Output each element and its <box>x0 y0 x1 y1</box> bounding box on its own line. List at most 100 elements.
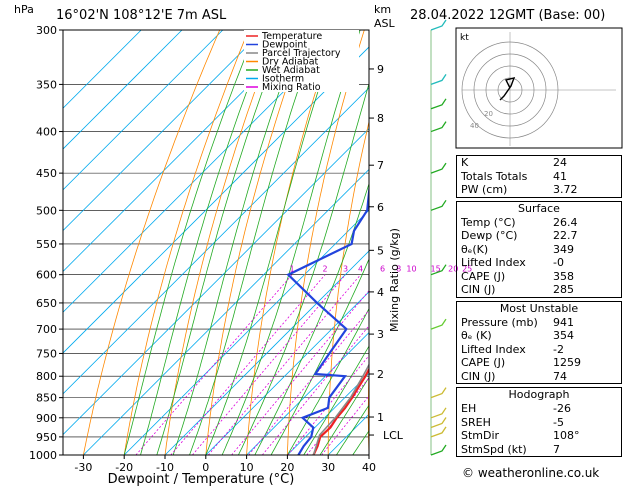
pressure-tick-label: 900 <box>36 412 57 425</box>
wind-barb <box>430 74 447 86</box>
surface-row: Temp (°C) 26.4 <box>461 215 578 229</box>
mixing-ratio-line <box>231 290 369 455</box>
wind-barb <box>430 98 447 110</box>
wet-adiabat-line <box>189 30 320 455</box>
wind-barb <box>430 407 447 419</box>
mixing-ratio-label: 2 <box>323 265 328 274</box>
wind-barb <box>430 19 447 31</box>
hpa-label: hPa <box>14 3 34 16</box>
km-label: km <box>374 3 392 16</box>
km-tick-label: 4 <box>377 286 384 299</box>
dry-adiabat-line <box>123 30 249 455</box>
wet-adiabat-line <box>156 30 286 455</box>
pressure-tick-label: 350 <box>36 78 57 91</box>
wind-barb <box>430 199 447 211</box>
isotherm-line <box>246 332 369 455</box>
mu-row: CAPE (J) 1259 <box>461 356 581 369</box>
lcl-label: LCL <box>383 429 404 442</box>
km-tick-label: 5 <box>377 244 384 257</box>
hodo-row: StmSpd (kt) 7 <box>461 442 560 456</box>
dewpoint-line <box>286 181 369 455</box>
hodo-row: SREH -5 <box>461 415 564 429</box>
legend-label: Wet Adiabat <box>262 65 320 76</box>
km-tick-label: 3 <box>377 328 384 341</box>
mixing-ratio-line <box>207 274 361 455</box>
pressure-axis: 300 350 400 450 500 550 600 650 700 750 800 850 900 9… <box>29 24 63 462</box>
pressure-tick-label: 550 <box>36 238 57 251</box>
temp-tick-label: -30 <box>74 461 92 474</box>
temp-tick-label: 30 <box>321 461 335 474</box>
km-tick-label: 8 <box>377 112 384 125</box>
wind-barb <box>430 264 447 276</box>
temp-tick-label: 40 <box>362 461 376 474</box>
dry-adiabat-line <box>205 30 307 455</box>
temp-tick-label: 10 <box>240 461 254 474</box>
km-tick-label: 7 <box>377 159 384 172</box>
mixing-ratio-line <box>135 274 293 455</box>
wind-barb <box>430 426 447 438</box>
mixing-ratio-label: 10 <box>406 265 416 274</box>
legend-label: Isotherm <box>262 74 304 85</box>
wet-adiabat-line <box>140 30 271 455</box>
height-axis: 1 2 3 4 5 6 7 8 9 LCL <box>369 63 404 442</box>
pressure-tick-label: 750 <box>36 347 57 360</box>
most-unstable-box: Most Unstable Pressure (mb) 941 θₑ (K) 354… <box>456 300 622 384</box>
surface-title: Surface <box>518 201 560 215</box>
credit-text[interactable]: © weatheronline.co.uk <box>462 466 600 480</box>
dry-adiabat-line <box>246 30 336 455</box>
surface-row: CIN (J) 285 <box>461 283 574 296</box>
surface-row: CAPE (J) 358 <box>461 269 574 283</box>
isotherm-line <box>205 291 369 455</box>
hodograph: kt 20 40 <box>455 27 623 149</box>
mixing-ratio-label: 20 <box>448 265 458 274</box>
pressure-tick-label: 800 <box>36 370 57 383</box>
hodograph-ring-label: 40 <box>470 122 479 130</box>
x-axis-title: Dewpoint / Temperature (°C) <box>108 472 295 486</box>
pressure-tick-label: 600 <box>36 269 57 282</box>
hodograph-frame <box>455 27 623 149</box>
hodograph-params-title: Hodograph <box>508 388 570 401</box>
mu-row: Pressure (mb) 941 <box>461 315 574 329</box>
legend-label: Dewpoint <box>262 40 307 51</box>
isotherm-line <box>164 250 369 455</box>
datetime-title: 28.04.2022 12GMT (Base: 00) <box>410 8 606 23</box>
hodo-row: EH -26 <box>461 402 571 415</box>
mixing-ratio-label: 8 <box>396 265 401 274</box>
hodograph-ring-label: 20 <box>484 110 493 118</box>
temp-tick-label: 0 <box>202 461 209 474</box>
pressure-tick-label: 850 <box>36 392 57 405</box>
hodograph-trace <box>499 76 516 101</box>
wind-barb <box>430 417 447 429</box>
chart-background-lines <box>63 30 369 455</box>
mixing-ratio-label: 25 <box>462 265 472 274</box>
asl-label: ASL <box>374 17 395 30</box>
wet-adiabat-line <box>270 258 369 455</box>
temperature-axis: -30 -20 -10 0 10 20 30 40 <box>74 455 376 474</box>
chart-series <box>286 181 369 455</box>
isotherm-line <box>63 30 264 232</box>
isotherm-line <box>63 128 369 436</box>
isotherm-line <box>63 30 142 109</box>
dry-adiabat-line <box>83 30 221 455</box>
index-row-tt: Totals Totals 41 <box>461 169 567 183</box>
pressure-tick-label: 650 <box>36 297 57 310</box>
legend-label: Parcel Trajectory <box>262 48 341 59</box>
mixing-ratio-label: 3 <box>343 265 348 274</box>
mixing-ratio-label: 6 <box>380 265 385 274</box>
stats-table: K 24 Totals Totals 41 PW (cm) 3.72 Surface … <box>456 155 622 457</box>
isotherm-line <box>63 30 305 272</box>
mu-row: θₑ (K) 354 <box>461 329 574 342</box>
wet-adiabat-line <box>221 30 361 455</box>
mixing-ratio-label: 1 <box>290 265 295 274</box>
wind-barb <box>430 444 447 456</box>
hodo-row: StmDir 108° <box>461 429 580 442</box>
wind-barbs-column <box>430 19 447 456</box>
pressure-tick-label: 500 <box>36 204 57 217</box>
pressure-tick-label: 700 <box>36 323 57 336</box>
km-tick-label: 2 <box>377 368 384 381</box>
dry-adiabat-line <box>327 120 369 455</box>
plot-frame <box>62 29 370 456</box>
wind-barb <box>430 387 447 399</box>
mixing-ratio-line <box>248 309 369 455</box>
